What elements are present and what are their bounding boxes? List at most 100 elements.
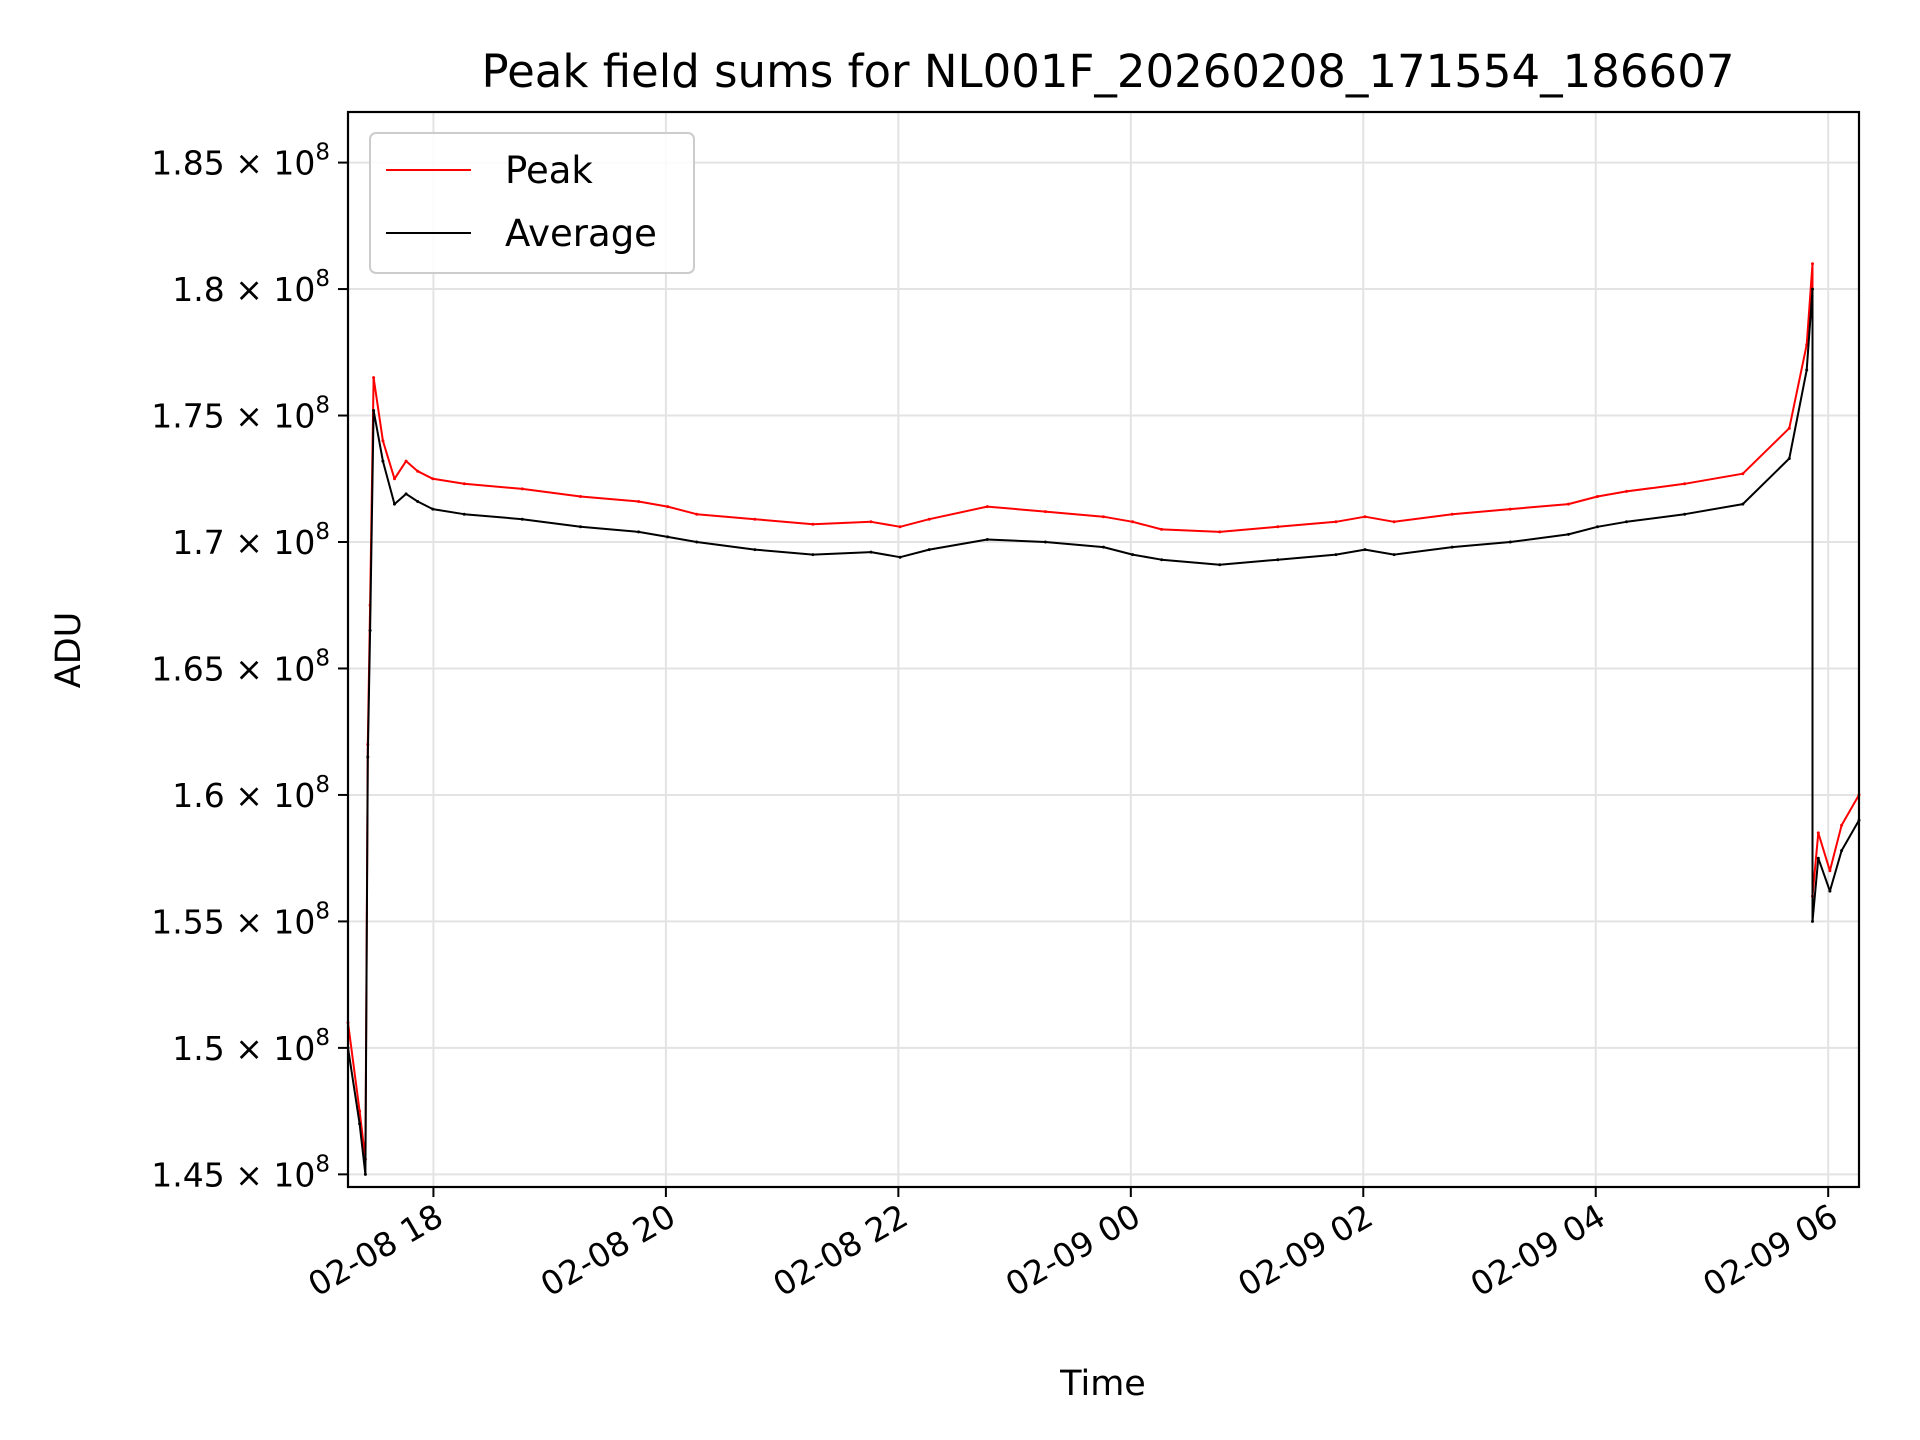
series-point-peak <box>1683 482 1687 486</box>
x-axis-title: Time <box>1059 1364 1146 1404</box>
series-segment-average <box>1828 849 1843 893</box>
series-point-average <box>1787 457 1791 460</box>
y-tick-label: 1.5 × 108 <box>172 1025 330 1068</box>
series-point-peak <box>381 439 385 443</box>
y-tick-label: 1.7 × 108 <box>172 519 330 562</box>
series-point-average <box>811 553 815 557</box>
series-segment-peak <box>1596 490 1628 498</box>
series-segment-peak <box>405 460 419 473</box>
series-point-average <box>1160 558 1164 562</box>
series-point-peak <box>1625 489 1628 493</box>
series-point-peak <box>579 495 582 498</box>
series-point-average <box>579 525 582 529</box>
series-segment-average <box>1364 548 1396 556</box>
series-point-average <box>898 555 902 559</box>
series-point-peak <box>811 522 815 526</box>
series-segment-peak <box>381 439 396 480</box>
legend: Peak Average <box>369 132 695 274</box>
series-segment-average <box>811 551 872 556</box>
series-point-peak <box>1741 472 1745 476</box>
series-point-average <box>358 1122 362 1126</box>
series-point-average <box>1816 856 1820 860</box>
series-segment-peak <box>928 505 989 521</box>
series-point-average <box>462 512 466 516</box>
series-point-average <box>869 550 873 554</box>
series-segment-peak <box>1840 793 1860 827</box>
series-segment-peak <box>1817 831 1831 872</box>
series-point-peak <box>1392 520 1396 524</box>
series-point-average <box>753 548 757 552</box>
series-point-peak <box>404 459 408 463</box>
series-segment-average <box>1788 369 1808 460</box>
series-segment-peak <box>431 477 466 485</box>
series-point-peak <box>1160 527 1164 531</box>
series-point-average <box>1450 545 1454 549</box>
series-segment-peak <box>463 482 524 490</box>
series-point-average <box>695 540 699 544</box>
series-segment-average <box>416 500 434 511</box>
series-point-average <box>1102 545 1105 549</box>
series-point-peak <box>1566 502 1570 506</box>
series-point-peak <box>666 505 670 509</box>
series-point-peak <box>1840 823 1844 827</box>
series-segment-average <box>1044 541 1105 549</box>
series-segment-average <box>637 530 669 538</box>
series-segment-average <box>928 538 989 551</box>
series-segment-peak <box>666 505 698 516</box>
series-point-average <box>381 459 385 463</box>
series-point-average <box>1596 525 1599 529</box>
series-point-average <box>1811 287 1814 291</box>
series-segment-average <box>1393 546 1454 556</box>
y-tick-label: 1.75 × 108 <box>151 393 330 436</box>
series-point-peak <box>462 482 466 486</box>
series-segment-peak <box>1625 482 1686 493</box>
series-point-peak <box>1334 520 1338 524</box>
series-segment-average <box>463 513 524 521</box>
series-segment-peak <box>393 460 408 480</box>
series-point-peak <box>1816 831 1820 835</box>
series-segment-peak <box>753 518 814 526</box>
series-point-average <box>637 530 641 534</box>
series-point-peak <box>1363 515 1367 519</box>
series-point-average <box>416 500 420 503</box>
series-point-average <box>393 502 396 506</box>
series-segment-peak <box>695 513 756 521</box>
series-segment-average <box>1741 457 1791 506</box>
series-point-peak <box>372 376 376 380</box>
series-segment-average <box>369 409 375 632</box>
series-point-peak <box>1596 495 1599 498</box>
y-axis: 1.45 × 108 1.5 × 108 1.55 × 108 1.6 × 108 1.… <box>151 140 348 1194</box>
series-segment-peak <box>1393 513 1454 523</box>
series-point-peak <box>1218 530 1222 534</box>
series-average <box>346 287 1861 1176</box>
series-point-peak <box>869 520 873 524</box>
series-segment-average <box>1218 558 1279 566</box>
series-point-peak <box>1787 426 1791 430</box>
series-point-average <box>1276 558 1280 562</box>
series-segment-peak <box>1276 520 1337 528</box>
series-point-average <box>1840 849 1844 853</box>
series-point-peak <box>431 477 435 481</box>
series-point-average <box>520 517 524 521</box>
series-point-peak <box>637 500 641 503</box>
legend-label-peak: Peak <box>505 149 593 192</box>
series-point-average <box>1363 548 1367 552</box>
series-point-peak <box>393 477 396 481</box>
series-segment-average <box>1102 546 1134 556</box>
series-point-average <box>363 1172 367 1176</box>
series-point-peak <box>985 505 989 509</box>
series-segment-average <box>1683 503 1744 516</box>
series-segment-average <box>347 1046 361 1125</box>
series-segment-peak <box>416 470 434 480</box>
y-tick-label: 1.45 × 108 <box>151 1151 330 1194</box>
series-segment-average <box>1335 548 1366 556</box>
series-segment-peak <box>1364 515 1396 523</box>
y-tick-label: 1.8 × 108 <box>172 266 330 309</box>
legend-label-average: Average <box>505 212 657 255</box>
series-segment-average <box>666 535 698 543</box>
series-segment-average <box>1451 541 1512 549</box>
plot-frame <box>346 110 1861 1189</box>
series-point-average <box>366 755 370 759</box>
series-segment-average <box>1840 819 1860 852</box>
series-point-peak <box>1508 507 1512 511</box>
